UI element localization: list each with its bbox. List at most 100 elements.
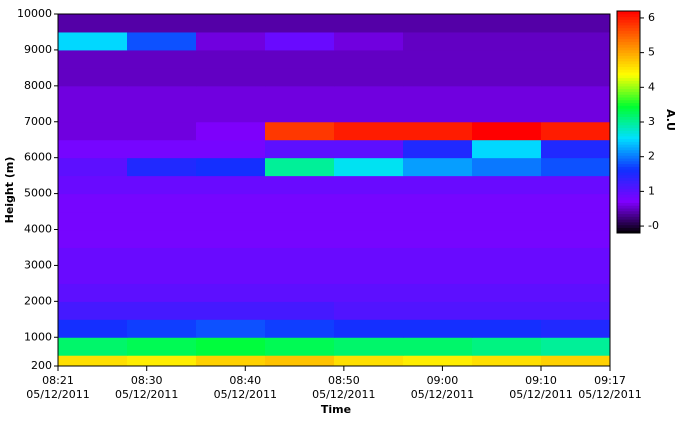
- heat-cell: [403, 229, 473, 248]
- heat-cell: [403, 247, 473, 266]
- heat-cell: [403, 211, 473, 231]
- heat-cell: [403, 283, 473, 302]
- heat-cell: [58, 229, 128, 248]
- heat-cell: [127, 121, 197, 141]
- heat-cell: [334, 337, 404, 356]
- heat-cell: [334, 211, 404, 231]
- colorbar-swatch: [617, 49, 640, 54]
- colorbar-swatch: [617, 88, 640, 92]
- heat-cell: [196, 175, 266, 195]
- heat-cell: [58, 211, 128, 231]
- heat-cell: [472, 67, 542, 87]
- heat-cell: [265, 301, 335, 320]
- colorbar-tick-label: 5: [648, 46, 655, 59]
- heat-cell: [403, 14, 473, 33]
- colorbar-swatch: [617, 69, 640, 73]
- heat-cell: [196, 247, 266, 266]
- heat-cell: [127, 265, 197, 284]
- heat-cell: [58, 103, 128, 123]
- heat-cell: [265, 193, 335, 213]
- colorbar-swatch: [617, 180, 640, 184]
- colorbar-swatch: [617, 219, 640, 223]
- heat-cell: [472, 283, 542, 302]
- heat-cell: [334, 67, 404, 87]
- colorbar-swatch: [617, 83, 640, 87]
- heat-cell: [472, 157, 542, 177]
- colorbar-swatch: [617, 169, 640, 173]
- y-tick-label: 5000: [24, 187, 52, 200]
- heat-cell: [196, 67, 266, 87]
- colorbar-swatch: [617, 60, 640, 65]
- x-axis-title: Time: [321, 403, 351, 416]
- heat-cell: [403, 49, 473, 69]
- heat-cell: [196, 31, 266, 51]
- heat-cell: [403, 31, 473, 51]
- heat-cell: [334, 229, 404, 248]
- heat-cell: [127, 157, 197, 177]
- heat-cell: [196, 337, 266, 356]
- heat-cell: [265, 265, 335, 284]
- heat-cell: [541, 301, 611, 320]
- colorbar-swatch: [617, 124, 640, 129]
- heat-cell: [472, 14, 542, 33]
- heat-cell: [334, 121, 404, 141]
- y-tick-label: 1000: [24, 330, 52, 343]
- colorbar-tick-label: 6: [648, 11, 655, 24]
- heat-cell: [127, 139, 197, 159]
- heat-cell: [58, 193, 128, 213]
- heat-cell: [334, 265, 404, 284]
- y-tick-label: 10000: [17, 7, 52, 20]
- heat-cell: [265, 157, 335, 177]
- colorbar-swatch: [617, 30, 640, 34]
- x-tick-date: 05/12/2011: [312, 388, 375, 401]
- y-tick-label: 6000: [24, 151, 52, 164]
- x-tick-date: 05/12/2011: [214, 388, 277, 401]
- heat-cell: [334, 175, 404, 195]
- colorbar-swatch: [617, 52, 640, 56]
- heat-cell: [196, 14, 266, 33]
- colorbar-swatch: [617, 144, 640, 148]
- heat-cell: [127, 49, 197, 69]
- heat-cell: [403, 157, 473, 177]
- heat-cell: [196, 103, 266, 123]
- heat-cell: [403, 337, 473, 356]
- colorbar-swatch: [617, 11, 640, 15]
- colorbar-swatch: [617, 191, 640, 195]
- colorbar-swatch: [617, 35, 640, 40]
- x-tick-label: 09:10: [525, 374, 557, 387]
- heat-cell: [127, 14, 197, 33]
- y-tick-label: 2000: [24, 294, 52, 307]
- heat-cell: [472, 337, 542, 356]
- colorbar-swatch: [617, 183, 640, 187]
- colorbar-swatch: [617, 105, 640, 109]
- colorbar-swatch: [617, 202, 640, 206]
- heat-cell: [265, 247, 335, 266]
- heat-cell: [334, 85, 404, 105]
- heat-cell: [196, 121, 266, 141]
- heat-cell: [472, 229, 542, 248]
- colorbar-swatch: [617, 91, 640, 95]
- colorbar-swatch: [617, 146, 640, 151]
- colorbar-swatch: [617, 77, 640, 81]
- heat-cell: [541, 211, 611, 231]
- colorbar-swatch: [617, 224, 640, 228]
- heat-cell: [127, 283, 197, 302]
- colorbar-swatch: [617, 177, 640, 181]
- colorbar-swatch: [617, 94, 640, 98]
- colorbar-swatch: [617, 135, 640, 140]
- colorbar-swatch: [617, 221, 640, 226]
- heat-cell: [334, 157, 404, 177]
- heat-cell: [265, 31, 335, 51]
- heat-cell: [265, 121, 335, 141]
- heat-cell: [196, 301, 266, 320]
- colorbar-swatch: [617, 158, 640, 162]
- heat-cell: [472, 247, 542, 266]
- heat-cell: [127, 229, 197, 248]
- heat-cell: [58, 283, 128, 302]
- colorbar-swatch: [617, 127, 640, 131]
- x-tick-label: 08:21: [42, 374, 74, 387]
- heat-cell: [541, 14, 611, 33]
- heat-cell: [541, 337, 611, 356]
- colorbar-swatch: [617, 122, 640, 126]
- heat-cell: [403, 193, 473, 213]
